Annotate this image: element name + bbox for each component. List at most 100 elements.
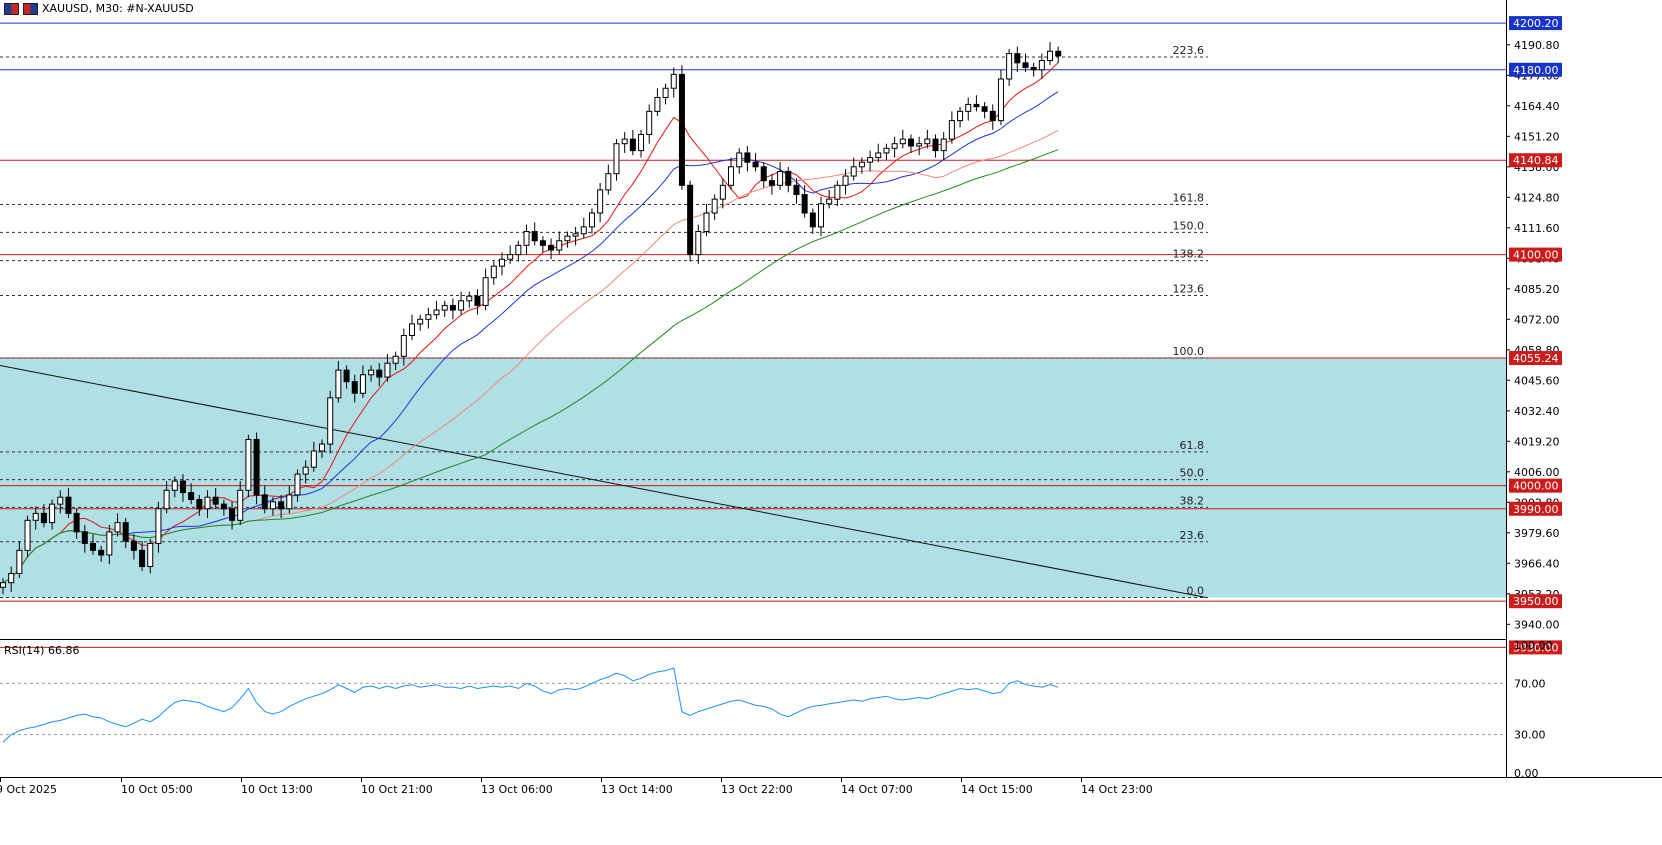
- bull-candle-body: [703, 212, 710, 233]
- bull-candle-body: [1038, 60, 1045, 71]
- candle: [981, 102, 988, 119]
- moving-averages-layer: [2, 62, 1059, 584]
- candle: [8, 566, 15, 592]
- bear-candle-body: [801, 194, 808, 214]
- bear-candle-body: [687, 184, 694, 256]
- fib-level-label: 150.0: [1173, 219, 1205, 232]
- rsi-label: RSI(14) 66.86: [4, 644, 80, 657]
- candle: [286, 485, 293, 514]
- price-level-box-label: 4140.84: [1513, 154, 1559, 167]
- ma-fast-line: [2, 62, 1059, 584]
- price-level-box: [1509, 594, 1562, 609]
- price-zone-layer: [0, 358, 1506, 598]
- candle: [597, 182, 604, 223]
- candle: [1022, 53, 1029, 73]
- bull-candle-body: [204, 496, 211, 510]
- rsi-tick-label: 0.00: [1514, 767, 1539, 780]
- candle: [106, 524, 113, 565]
- price-level-box: [1509, 62, 1562, 77]
- bear-candle-body: [351, 381, 358, 394]
- candle: [662, 83, 669, 105]
- bear-candle-body: [40, 512, 47, 524]
- time-tick-label: 14 Oct 15:00: [961, 783, 1033, 796]
- candle: [114, 513, 121, 537]
- price-level-box-label: 4100.00: [1513, 249, 1559, 262]
- candle: [907, 134, 914, 153]
- fib-level-label: 138.2: [1173, 248, 1205, 261]
- price-level-box: [1509, 351, 1562, 366]
- candle: [294, 469, 301, 502]
- candle: [327, 390, 334, 454]
- price-level-box: [1509, 501, 1562, 516]
- candle: [196, 494, 203, 516]
- candle: [850, 157, 857, 181]
- price-tick-label: 4045.60: [1514, 374, 1560, 387]
- candle: [122, 518, 129, 549]
- bear-candle-body: [1014, 53, 1021, 64]
- bull-candle-body: [163, 489, 170, 510]
- candle: [867, 150, 874, 172]
- candle: [670, 67, 677, 98]
- bull-candle-body: [997, 78, 1004, 122]
- candle: [793, 178, 800, 204]
- trade-panel-icon: [23, 2, 38, 15]
- bull-candle-body: [269, 501, 276, 510]
- price-level-box: [1509, 16, 1562, 31]
- bull-candle-body: [613, 143, 620, 175]
- fibonacci-layer: 223.6 161.8 150.0 138.2 123.6 100.0 61.8 50.0 38…: [0, 44, 1208, 598]
- bull-candle-body: [818, 203, 824, 228]
- bear-candle-body: [65, 496, 72, 514]
- bull-candle-body: [662, 87, 669, 98]
- price-tick-label: 4085.20: [1514, 283, 1560, 296]
- bull-candle-body: [1006, 53, 1013, 80]
- bear-candle-body: [785, 170, 792, 186]
- price-level-box: [1509, 640, 1562, 655]
- rsi-tick-label: 100.00: [1514, 639, 1553, 652]
- fib-level-label: 100.0: [1173, 345, 1205, 358]
- candle: [81, 524, 88, 553]
- bear-candle-body: [1055, 50, 1062, 57]
- bear-candle-body: [973, 103, 980, 108]
- bull-candle-body: [237, 489, 244, 521]
- candle: [564, 231, 571, 248]
- bear-candle-body: [278, 501, 285, 510]
- bull-candle-body: [147, 542, 154, 568]
- bull-candle-body: [883, 147, 890, 154]
- candle: [179, 474, 186, 502]
- candle: [580, 217, 587, 239]
- candle: [302, 460, 309, 484]
- bear-candle-body: [229, 508, 236, 521]
- candle: [646, 104, 653, 144]
- bear-candle-body: [1030, 66, 1037, 71]
- chart-title: XAUUSD, M30: #N-XAUUSD: [42, 2, 194, 15]
- candle: [523, 224, 530, 255]
- candle: [719, 178, 726, 209]
- candle: [359, 365, 366, 398]
- bull-candle-body: [719, 184, 726, 200]
- bull-candle-body: [875, 152, 882, 159]
- candle: [654, 88, 661, 116]
- bull-candle-body: [899, 138, 906, 145]
- bull-candle-body: [605, 173, 612, 191]
- candle: [572, 226, 579, 246]
- price-level-box-label: 3950.00: [1513, 595, 1559, 608]
- bear-candle-body: [449, 304, 456, 311]
- bull-candle-body: [409, 323, 415, 336]
- candle: [343, 365, 350, 389]
- candle: [139, 541, 146, 572]
- bear-candle-body: [678, 73, 685, 186]
- candle: [130, 534, 137, 560]
- bear-candle-body: [768, 180, 775, 186]
- candle: [245, 434, 252, 498]
- bear-candle-body: [212, 496, 219, 505]
- fib-level-label: 161.8: [1173, 191, 1205, 204]
- bear-candle-body: [744, 152, 751, 163]
- candle: [1055, 46, 1062, 63]
- candle: [891, 136, 898, 158]
- candle: [556, 231, 563, 255]
- bull-candle-body: [695, 231, 702, 256]
- candle: [973, 95, 980, 112]
- bull-candle-body: [392, 355, 399, 364]
- bear-candle-body: [139, 549, 146, 568]
